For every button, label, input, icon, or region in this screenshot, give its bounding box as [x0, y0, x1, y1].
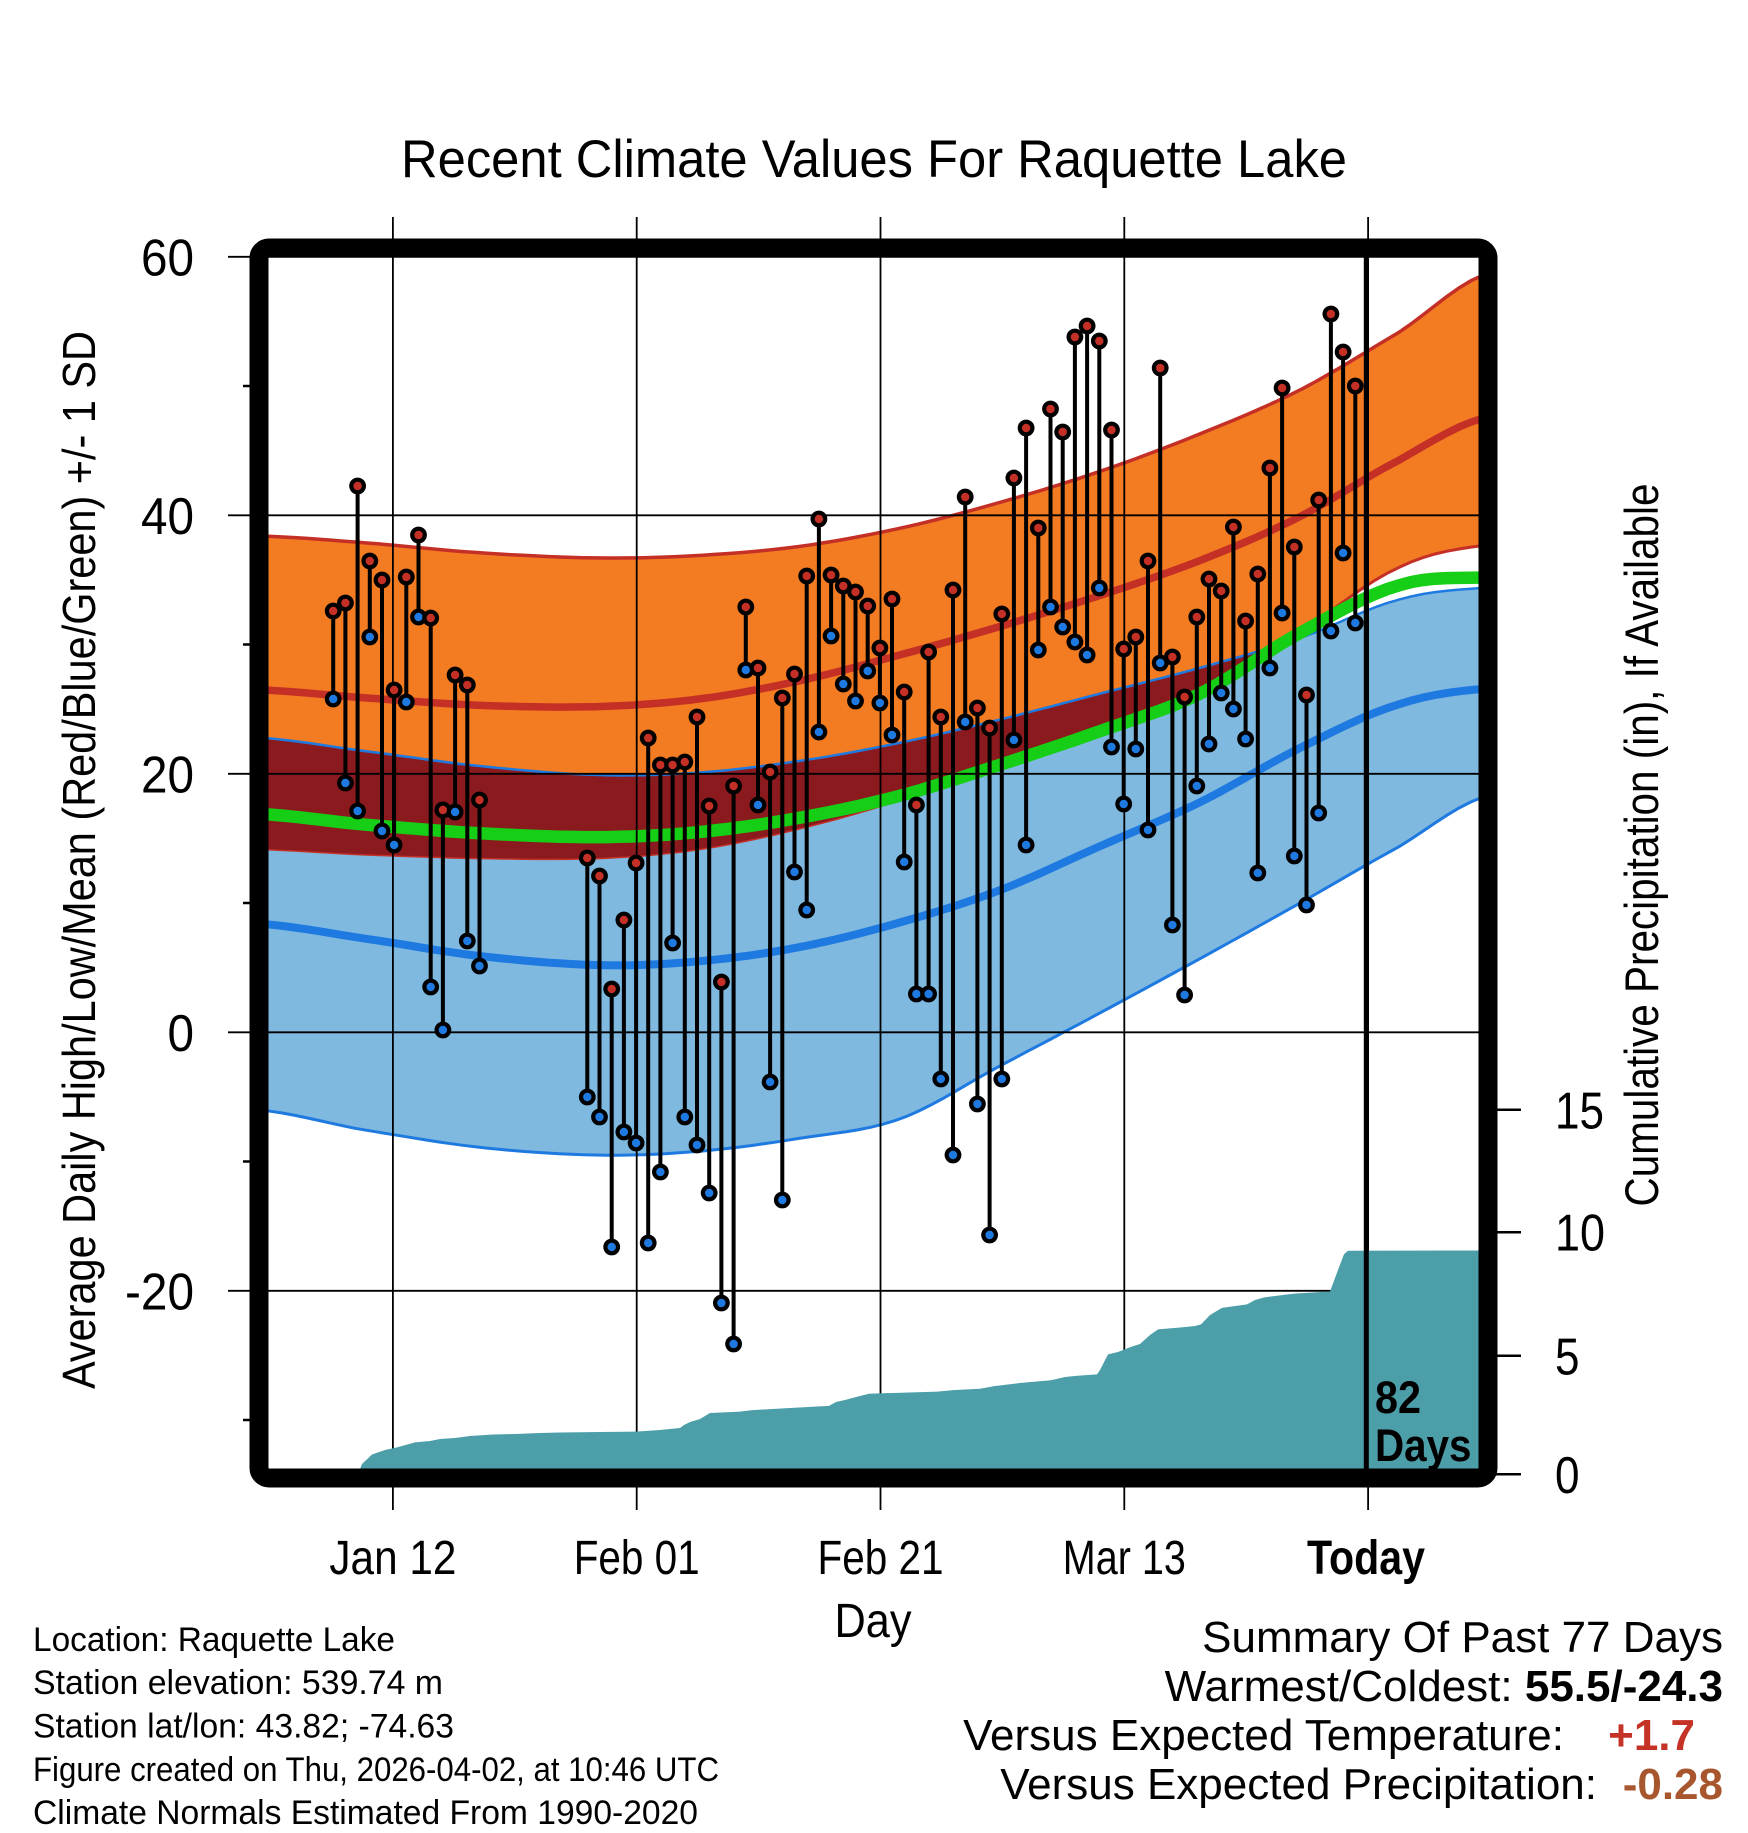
svg-text:Warmest/Coldest: 55.5/-24.3: Warmest/Coldest: 55.5/-24.3 [1165, 1662, 1723, 1711]
svg-text:Summary Of Past 77 Days: Summary Of Past 77 Days [1202, 1613, 1723, 1662]
svg-text:Mar 13: Mar 13 [1063, 1532, 1186, 1585]
svg-text:Feb 01: Feb 01 [574, 1532, 700, 1585]
svg-text:10: 10 [1555, 1205, 1605, 1263]
svg-text:-20: -20 [125, 1263, 194, 1321]
svg-text:Climate Normals Estimated From: Climate Normals Estimated From 1990-2020 [33, 1794, 698, 1828]
svg-text:Station elevation: 539.74 m: Station elevation: 539.74 m [33, 1664, 443, 1702]
svg-text:15: 15 [1555, 1082, 1604, 1140]
svg-text:Recent Climate Values For Raqu: Recent Climate Values For Raquette Lake [401, 130, 1347, 189]
svg-text:-0.28: -0.28 [1623, 1760, 1723, 1809]
svg-text:82: 82 [1375, 1372, 1421, 1423]
svg-text:Day: Day [835, 1595, 912, 1648]
svg-text:Cumulative Precipitation (in),: Cumulative Precipitation (in), If Availa… [1615, 484, 1668, 1207]
svg-text:Figure created on Thu, 2026-04: Figure created on Thu, 2026-04-02, at 10… [33, 1751, 719, 1789]
svg-text:Station lat/lon: 43.82; -74.63: Station lat/lon: 43.82; -74.63 [33, 1708, 454, 1746]
svg-text:Versus Expected Precipitation:: Versus Expected Precipitation: [1000, 1760, 1597, 1809]
svg-text:20: 20 [141, 746, 194, 804]
svg-text:Jan 12: Jan 12 [329, 1532, 456, 1585]
svg-text:Today: Today [1307, 1532, 1425, 1585]
svg-text:Days: Days [1375, 1420, 1472, 1471]
svg-text:0: 0 [168, 1005, 195, 1063]
svg-text:Location: Raquette Lake: Location: Raquette Lake [33, 1621, 395, 1659]
svg-text:0: 0 [1555, 1447, 1580, 1505]
svg-text:+1.7: +1.7 [1608, 1711, 1695, 1760]
svg-text:40: 40 [141, 488, 194, 546]
svg-text:Versus Expected Temperature:: Versus Expected Temperature: [963, 1711, 1564, 1760]
svg-text:60: 60 [141, 229, 194, 287]
svg-text:Feb 21: Feb 21 [818, 1532, 944, 1585]
svg-text:Average Daily High/Low/Mean (R: Average Daily High/Low/Mean (Red/Blue/Gr… [53, 331, 105, 1389]
svg-text:5: 5 [1555, 1328, 1580, 1386]
